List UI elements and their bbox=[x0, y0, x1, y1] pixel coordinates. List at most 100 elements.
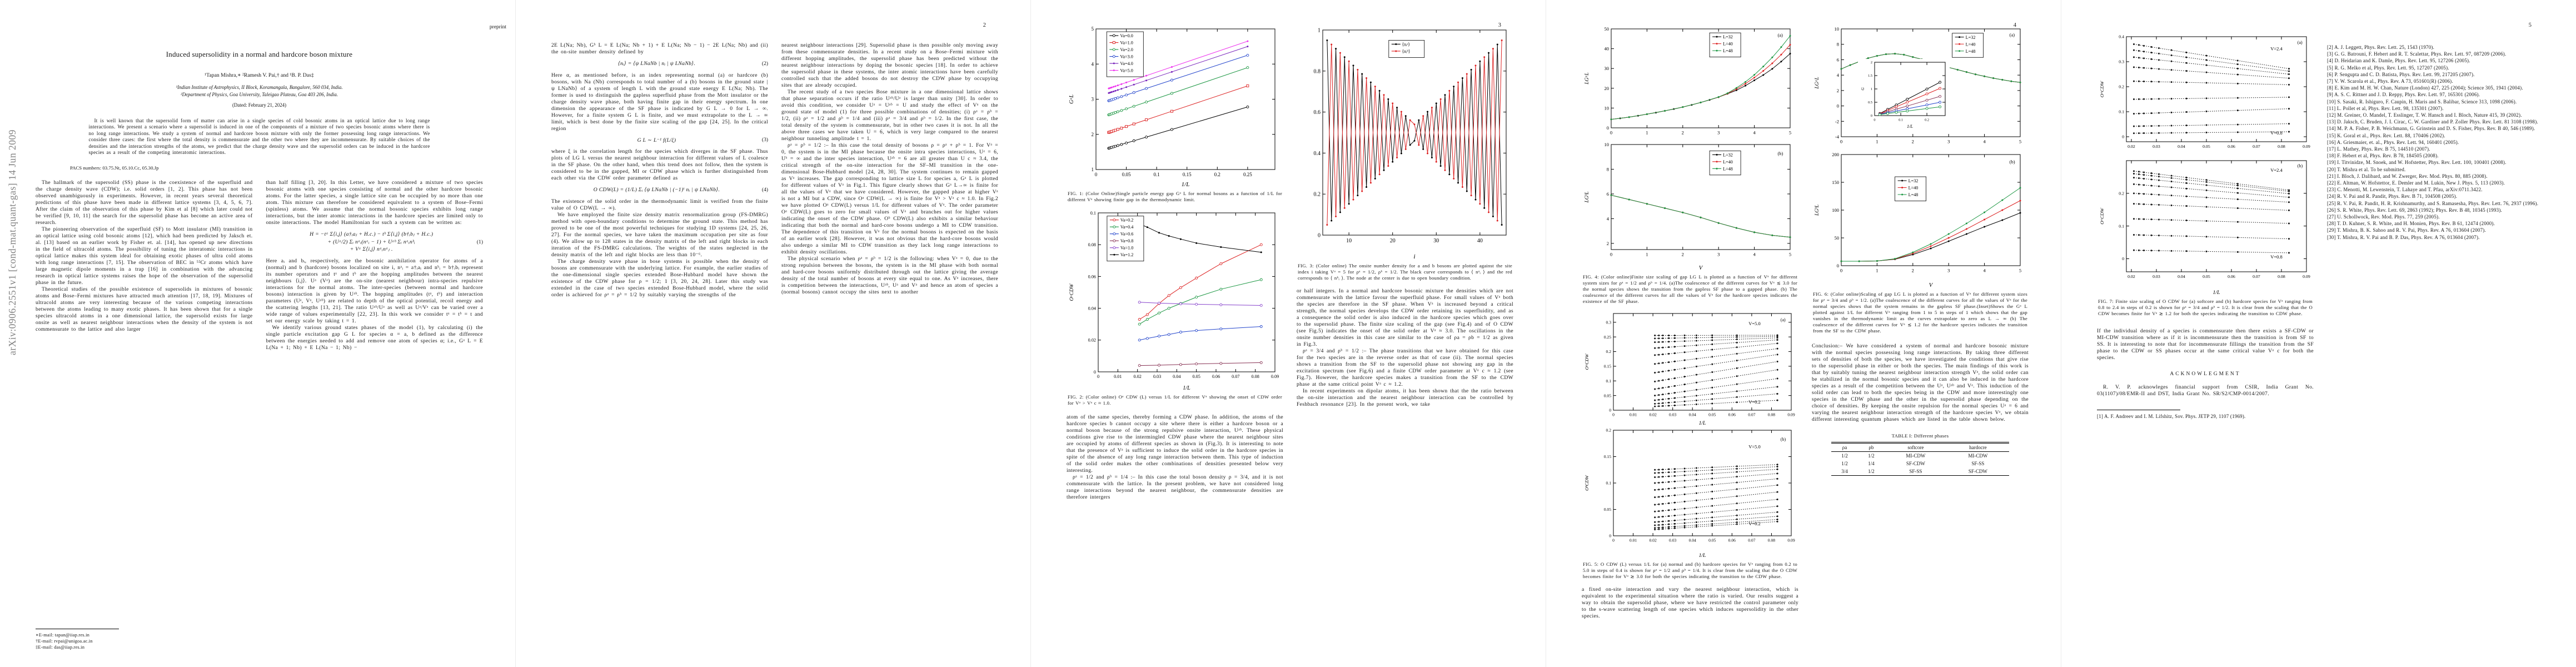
paragraph: or half integers. In a normal and hardco… bbox=[1297, 288, 1513, 347]
svg-text:1: 1 bbox=[1646, 252, 1648, 257]
svg-text:-2: -2 bbox=[1835, 118, 1839, 124]
equation-line: H = −tᵃ Σ⟨i,j⟩ (a†ᵢaⱼ + H.c.) − tᵇ Σ⟨i,j… bbox=[310, 231, 434, 238]
svg-text:0: 0 bbox=[1840, 139, 1842, 145]
svg-text:10: 10 bbox=[1346, 238, 1352, 244]
svg-text:0.04: 0.04 bbox=[1088, 306, 1096, 311]
arxiv-banner: arXiv:0906.2551v1 [cond-mat.quant-gas] 1… bbox=[7, 129, 18, 356]
svg-text:0.4: 0.4 bbox=[1314, 151, 1321, 157]
svg-text:6: 6 bbox=[1837, 57, 1839, 62]
reference: [4] D. Heidarian and K. Damle, Phys. Rev… bbox=[2327, 58, 2470, 64]
spacer bbox=[1582, 580, 1798, 586]
figure-caption: FIG. 2: (Color online) Oᵃ CDW (L) versus… bbox=[1068, 394, 1282, 406]
paragraph: R. V. P. acknowleges financial support f… bbox=[2097, 384, 2314, 397]
paragraph: Here α, as mentioned before, is an index… bbox=[551, 72, 768, 132]
svg-text:(b): (b) bbox=[2010, 159, 2015, 165]
svg-text:4: 4 bbox=[1607, 216, 1610, 221]
equation-lines: ⟨nᵢ⟩ = ⟨ψ LNaNb | nᵢ | ψ LNaNb⟩. bbox=[551, 60, 762, 68]
paragraph: where ξ is the correlation length for th… bbox=[551, 148, 768, 181]
svg-text:100: 100 bbox=[1832, 207, 1839, 213]
figure: 0 1 2 3 4 5 0 10 20 30 40 50 LGᵃL L=32 L=40 L=48 (a) 0 1 2 3… bbox=[1582, 24, 1798, 272]
svg-text:(a): (a) bbox=[2010, 32, 2015, 38]
reference: [1] A. F. Andreev and I. M. Lifshitz, So… bbox=[2097, 414, 2246, 419]
svg-text:OᵃCDW: OᵃCDW bbox=[1069, 283, 1074, 301]
svg-text:0: 0 bbox=[2122, 135, 2124, 140]
svg-text:0.09: 0.09 bbox=[1787, 538, 1795, 543]
svg-text:0.05: 0.05 bbox=[2203, 144, 2210, 149]
svg-text:20: 20 bbox=[1605, 86, 1610, 91]
svg-text:0: 0 bbox=[1840, 268, 1842, 273]
spacer bbox=[1067, 406, 1283, 414]
figure-caption: FIG. 4: (Color online)Finite size scalin… bbox=[1583, 274, 1797, 304]
svg-text:1.5: 1.5 bbox=[1868, 74, 1872, 78]
equation-number: (2) bbox=[761, 61, 768, 67]
svg-text:0.04: 0.04 bbox=[1689, 538, 1696, 543]
reference: [16] A. Griesmaier, et. al., Phys. Rev. … bbox=[2327, 139, 2459, 145]
text-columns: 0 0.05 0.1 0.15 0.2 0.25 1 2 3 4 5 1/L GᵃL Va=0.0 Va=1… bbox=[1067, 23, 1513, 501]
spacer bbox=[1297, 281, 1513, 288]
svg-text:2: 2 bbox=[1682, 252, 1684, 257]
svg-text:1: 1 bbox=[1092, 167, 1094, 172]
svg-text:0.06: 0.06 bbox=[1088, 274, 1096, 279]
svg-text:0.08: 0.08 bbox=[1768, 412, 1775, 417]
svg-text:10: 10 bbox=[1605, 142, 1610, 147]
svg-text:4: 4 bbox=[1753, 130, 1756, 136]
spacer bbox=[2327, 31, 2544, 44]
svg-text:L=48: L=48 bbox=[1909, 192, 1919, 197]
reference: [23] C. Menotti, M. Lewenstein, T. Lahay… bbox=[2327, 187, 2483, 193]
svg-text:5: 5 bbox=[2019, 139, 2021, 145]
svg-text:6: 6 bbox=[1607, 191, 1609, 197]
text-columns: 0 1 2 3 4 5 0 10 20 30 40 50 LGᵃL L=32 L=40 L=48 (a) 0 1 2 3… bbox=[1582, 23, 2029, 620]
page-number: 3 bbox=[1498, 22, 1501, 28]
svg-text:1: 1 bbox=[1318, 28, 1321, 34]
table: ρa ρb softcore hardocre 1/2 1/2 MI-CDW MI-CDW 1/… bbox=[1831, 442, 2009, 476]
svg-text:L=40: L=40 bbox=[1966, 42, 1976, 47]
svg-text:3: 3 bbox=[1717, 252, 1720, 257]
svg-text:0.2: 0.2 bbox=[1314, 192, 1321, 198]
paragraph: In recent experiments on dipolar atoms, … bbox=[1297, 388, 1513, 407]
svg-text:0.05: 0.05 bbox=[1708, 412, 1716, 417]
svg-text:4: 4 bbox=[1092, 61, 1094, 67]
svg-text:G: G bbox=[1860, 87, 1865, 91]
svg-text:1/L: 1/L bbox=[1183, 385, 1190, 391]
dateline: (Dated: February 21, 2024) bbox=[232, 102, 287, 108]
svg-text:0.06: 0.06 bbox=[2228, 144, 2235, 149]
equation-lines: O CDW(L) = (1/L) Σᵢ ⟨ψ LNaNb | (−1)ⁱ nᵢ … bbox=[551, 186, 762, 194]
reference: [17] L. Mathey, Phys. Rev. B 75, 144510 … bbox=[2327, 146, 2430, 152]
svg-text:5: 5 bbox=[2019, 268, 2021, 273]
svg-text:0.05: 0.05 bbox=[1193, 374, 1200, 379]
svg-text:0: 0 bbox=[1609, 408, 1611, 413]
svg-text:0.15: 0.15 bbox=[1183, 172, 1192, 177]
svg-text:0.15: 0.15 bbox=[1604, 454, 1611, 459]
svg-text:0.2: 0.2 bbox=[1925, 118, 1929, 122]
page-5: 5 0.02 0.03 0.04 0.05 0.06 0.07 0.08 0.09 0 0.1 0.… bbox=[2061, 0, 2576, 667]
figure-caption: FIG. 6: (Color online)Scaling of gap LG … bbox=[1813, 291, 2027, 334]
svg-text:LGᵃL: LGᵃL bbox=[1815, 77, 1820, 89]
svg-text:0.2: 0.2 bbox=[2119, 191, 2124, 196]
svg-text:150: 150 bbox=[1832, 180, 1839, 185]
svg-text:2: 2 bbox=[1871, 61, 1872, 64]
svg-text:OᵃCDW: OᵃCDW bbox=[2099, 81, 2105, 97]
svg-text:50: 50 bbox=[1835, 235, 1840, 241]
svg-text:0.04: 0.04 bbox=[1689, 412, 1696, 417]
paragraph: ρᵃ = ρᵇ = 1/2 :– In this case the total … bbox=[781, 142, 998, 255]
svg-text:0: 0 bbox=[1612, 412, 1615, 417]
svg-text:0.01: 0.01 bbox=[1630, 412, 1637, 417]
reference: [3] G. G. Batrouni, F. Hebert and R. T. … bbox=[2327, 51, 2507, 57]
spacer bbox=[1067, 203, 1283, 207]
svg-text:V=0.8: V=0.8 bbox=[2270, 130, 2283, 136]
fig1-gap-vs-invL: 0 0.05 0.1 0.15 0.2 0.25 1 2 3 4 5 1/L GᵃL Va=0.0 Va=1… bbox=[1067, 24, 1283, 188]
table-header-cell: hardocre bbox=[1946, 442, 2009, 452]
svg-text:Va=4.0: Va=4.0 bbox=[1120, 61, 1133, 66]
table-row: 1/2 1/4 SF-CDW SF-SS bbox=[1831, 460, 2009, 467]
svg-text:L=32: L=32 bbox=[1723, 152, 1733, 157]
svg-text:0.09: 0.09 bbox=[1271, 374, 1279, 379]
table-cell: MI-CDW bbox=[1968, 453, 1988, 459]
svg-text:1: 1 bbox=[1871, 87, 1872, 91]
svg-text:0.15: 0.15 bbox=[1604, 364, 1611, 369]
svg-text:0.25: 0.25 bbox=[1604, 335, 1611, 340]
svg-text:Va=5.0: Va=5.0 bbox=[1120, 68, 1133, 73]
svg-text:OᵃCDW: OᵃCDW bbox=[1584, 354, 1590, 370]
paragraph: The hallmark of the supersolid (SS) phas… bbox=[36, 180, 253, 226]
column-right: than half filling [3, 20]. In this Lette… bbox=[266, 180, 484, 351]
